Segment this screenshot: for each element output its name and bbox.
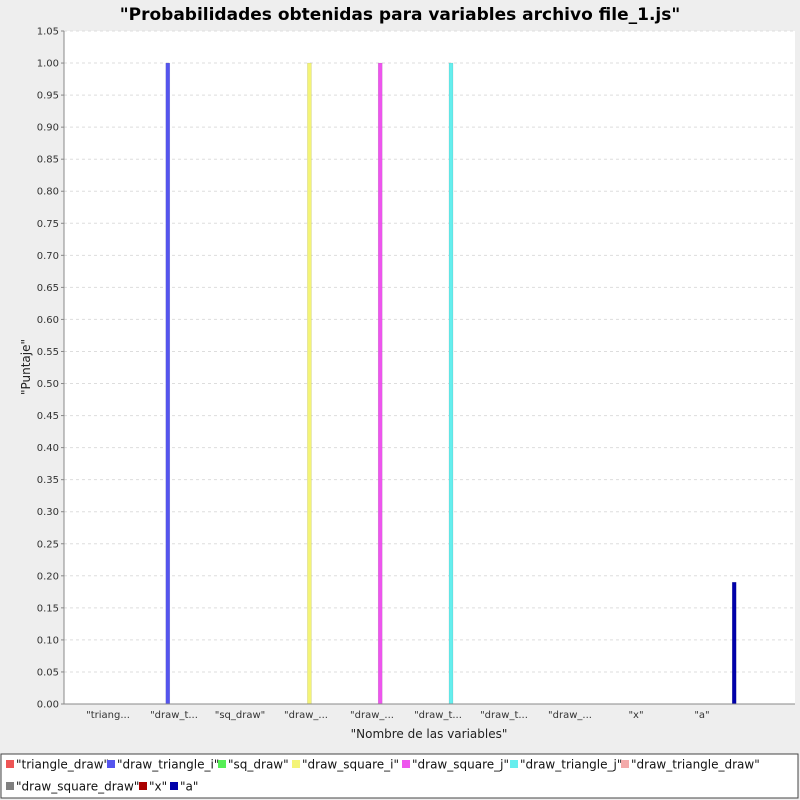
bar xyxy=(377,62,383,705)
x-tick-label: "triang... xyxy=(86,710,130,721)
legend-entry-label: "triangle_draw" xyxy=(16,758,109,772)
y-tick-label: 0.70 xyxy=(37,251,59,262)
legend-entry-label: "draw_triangle_draw" xyxy=(631,758,760,772)
x-tick-label: "a" xyxy=(694,710,709,721)
y-tick-label: 0.25 xyxy=(37,539,59,550)
legend-swatch xyxy=(402,760,410,768)
bar xyxy=(731,581,737,705)
legend-swatch xyxy=(6,760,14,768)
legend-swatch xyxy=(139,782,147,790)
y-axis-label: "Puntaje" xyxy=(19,339,33,395)
y-tick-label: 0.75 xyxy=(37,219,59,230)
y-tick-label: 0.05 xyxy=(37,667,59,678)
x-tick-label: "draw_t... xyxy=(414,710,462,721)
y-tick-label: 0.80 xyxy=(37,187,59,198)
y-tick-label: 0.85 xyxy=(37,155,59,166)
chart-title: "Probabilidades obtenidas para variables… xyxy=(120,5,680,25)
legend-entry-label: "a" xyxy=(180,780,198,794)
y-tick-label: 0.15 xyxy=(37,603,59,614)
legend-entry-label: "draw_triangle_j" xyxy=(520,758,622,772)
y-tick-label: 1.05 xyxy=(37,27,59,38)
bar xyxy=(165,62,171,705)
plot-area xyxy=(64,31,795,704)
legend-entry-label: "draw_square_i" xyxy=(302,758,399,772)
y-tick-label: 1.00 xyxy=(37,59,59,70)
legend-swatch xyxy=(170,782,178,790)
legend-swatch xyxy=(292,760,300,768)
x-tick-label: "draw_t... xyxy=(150,710,198,721)
y-tick-label: 0.40 xyxy=(37,443,59,454)
y-tick-label: 0.45 xyxy=(37,411,59,422)
y-tick-label: 0.55 xyxy=(37,347,59,358)
x-tick-label: "draw_... xyxy=(548,710,592,721)
x-ticks: "triang... "draw_t... "sq_draw" "draw_... "d… xyxy=(86,710,710,721)
y-tick-label: 0.50 xyxy=(37,379,59,390)
y-ticks: 0.00 0.05 0.10 0.15 0.20 0.25 0.30 0.35 0.40 0.45… xyxy=(37,27,64,711)
legend-swatch xyxy=(6,782,14,790)
legend-swatch xyxy=(218,760,226,768)
x-tick-label: "draw_... xyxy=(284,710,328,721)
y-tick-label: 0.30 xyxy=(37,507,59,518)
y-tick-label: 0.95 xyxy=(37,91,59,102)
x-tick-label: "draw_... xyxy=(350,710,394,721)
legend: "triangle_draw" "draw_triangle_i" "sq_draw… xyxy=(6,758,760,794)
legend-entry-label: "draw_square_j" xyxy=(412,758,509,772)
legend-entry-label: "x" xyxy=(149,780,167,794)
y-tick-label: 0.65 xyxy=(37,283,59,294)
legend-entry-label: "sq_draw" xyxy=(228,758,289,772)
x-tick-label: "draw_t... xyxy=(480,710,528,721)
y-tick-label: 0.10 xyxy=(37,635,59,646)
y-tick-label: 0.90 xyxy=(37,123,59,134)
legend-swatch xyxy=(510,760,518,768)
y-tick-label: 0.00 xyxy=(37,700,59,711)
bar xyxy=(307,62,312,705)
legend-entry-label: "draw_triangle_i" xyxy=(117,758,219,772)
x-tick-label: "x" xyxy=(628,710,643,721)
y-tick-label: 0.35 xyxy=(37,475,59,486)
y-tick-label: 0.20 xyxy=(37,571,59,582)
bar xyxy=(448,62,454,705)
legend-swatch xyxy=(107,760,115,768)
legend-box xyxy=(0,753,799,799)
legend-entry-label: "draw_square_draw" xyxy=(16,780,139,794)
x-axis-label: "Nombre de las variables" xyxy=(351,727,508,741)
legend-swatch xyxy=(621,760,629,768)
gridlines xyxy=(64,30,795,673)
x-tick-label: "sq_draw" xyxy=(215,710,266,721)
y-tick-label: 0.60 xyxy=(37,315,59,326)
